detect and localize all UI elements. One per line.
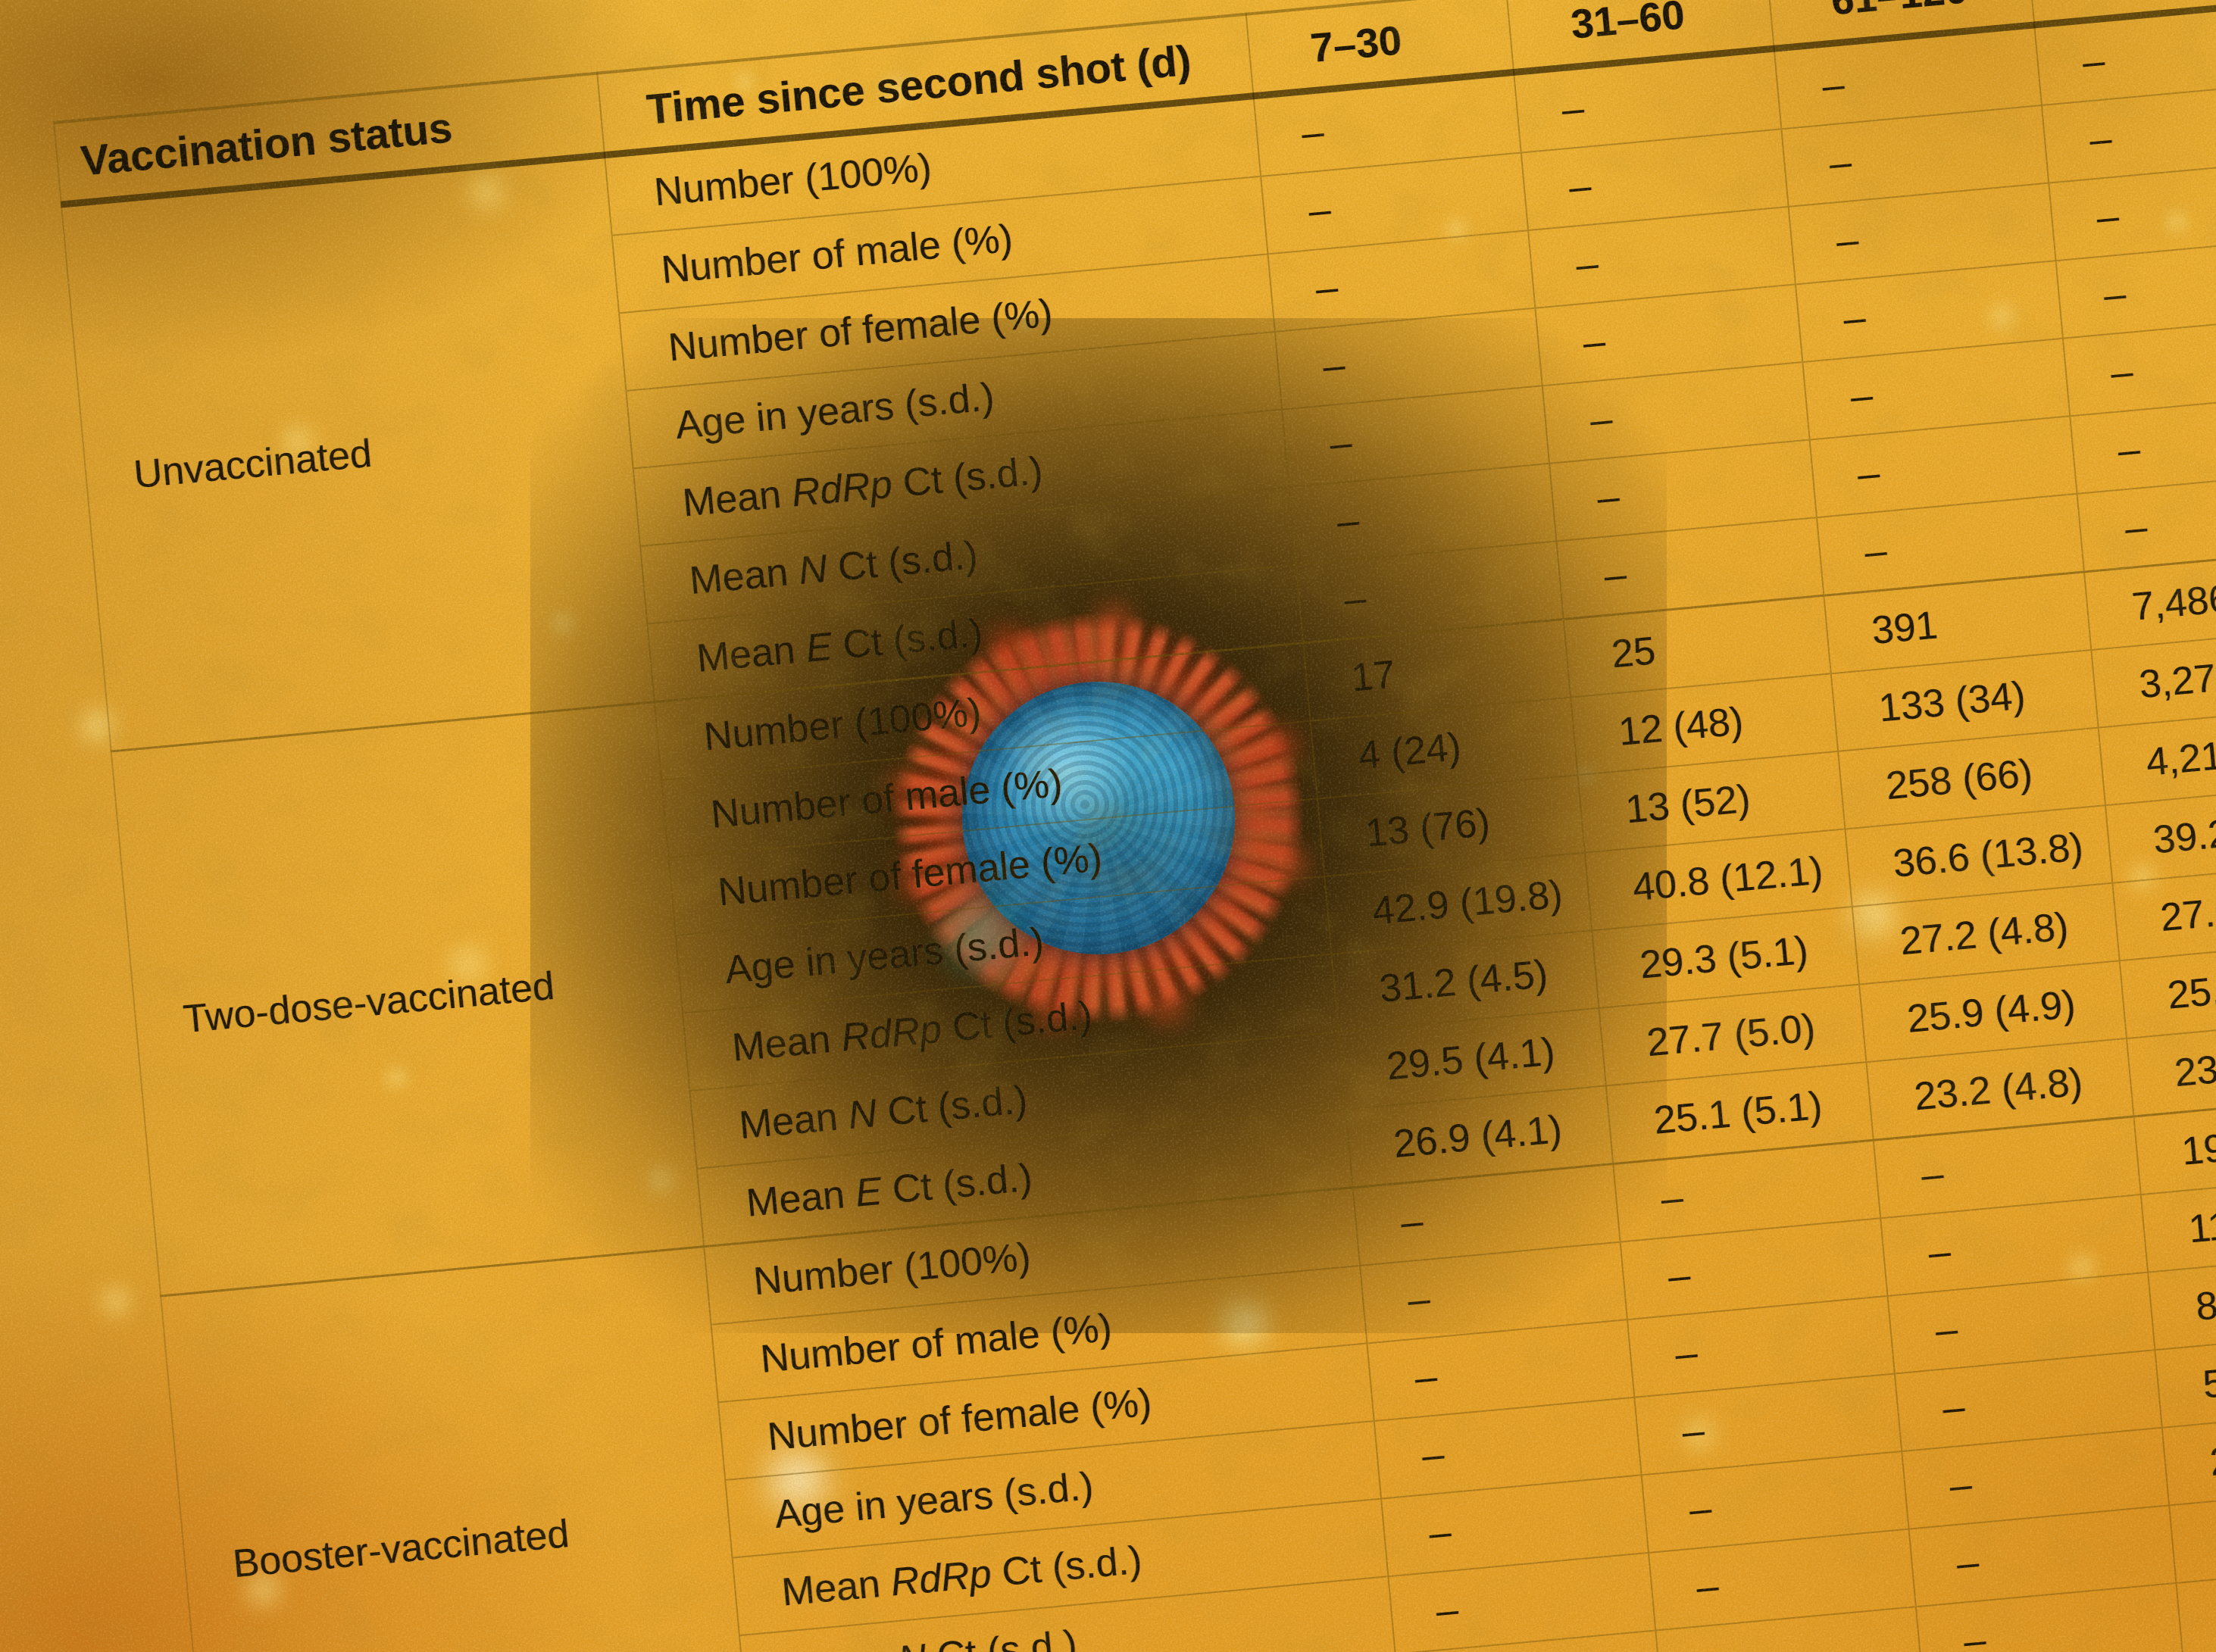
group-label-cell: Booster-vaccinated (161, 1246, 754, 1652)
group-label-cell: Unvaccinated (61, 155, 655, 751)
group-label-cell: Two-dose-vaccinated (111, 701, 705, 1296)
data-table-wrapper: Vaccination status Time since second sho… (53, 0, 2216, 1652)
vaccination-table: Vaccination status Time since second sho… (53, 0, 2216, 1652)
background-speckles (0, 0, 5, 5)
